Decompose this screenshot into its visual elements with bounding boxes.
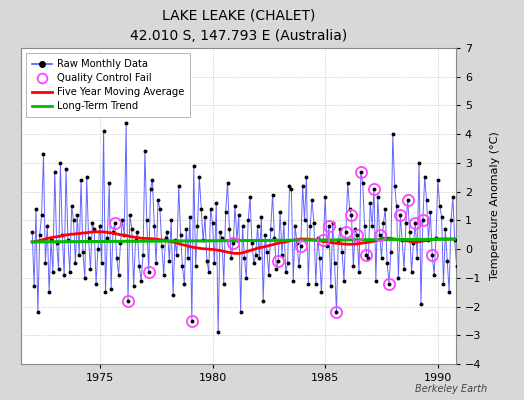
Title: LAKE LEAKE (CHALET)
42.010 S, 147.793 E (Australia): LAKE LEAKE (CHALET) 42.010 S, 147.793 E …: [130, 8, 347, 43]
Legend: Raw Monthly Data, Quality Control Fail, Five Year Moving Average, Long-Term Tren: Raw Monthly Data, Quality Control Fail, …: [26, 53, 190, 117]
Text: Berkeley Earth: Berkeley Earth: [415, 384, 487, 394]
Y-axis label: Temperature Anomaly (°C): Temperature Anomaly (°C): [490, 132, 500, 280]
